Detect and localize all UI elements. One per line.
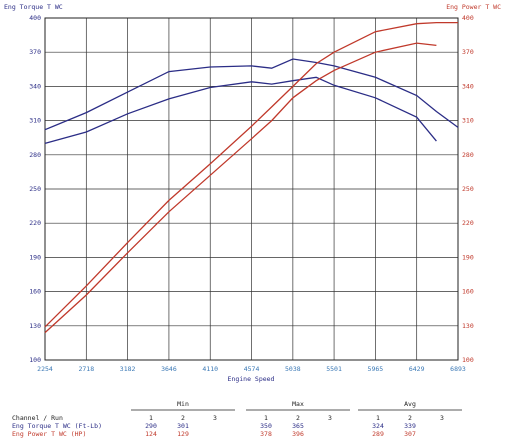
table-run: 1 xyxy=(376,414,380,422)
y-tick-label: 250 xyxy=(29,185,41,193)
table-group-header: Avg xyxy=(404,400,416,408)
table-cell: 289 xyxy=(372,430,384,438)
table-run: 1 xyxy=(149,414,153,422)
table-cell: 339 xyxy=(404,422,416,430)
table-header: Channel / Run xyxy=(12,414,63,422)
x-tick-label: 6893 xyxy=(450,365,466,373)
y-tick-label: 370 xyxy=(29,48,41,56)
x-tick-label: 3182 xyxy=(120,365,136,373)
y-tick-label: 340 xyxy=(29,82,41,90)
y2-tick-label: 400 xyxy=(462,14,474,22)
y-tick-label: 190 xyxy=(29,253,41,261)
table-run: 2 xyxy=(181,414,185,422)
table-run: 2 xyxy=(296,414,300,422)
y2-tick-label: 370 xyxy=(462,48,474,56)
table-cell: 301 xyxy=(177,422,189,430)
y2-tick-label: 100 xyxy=(462,356,474,364)
y2-axis-title: Eng Power T WC xyxy=(446,3,501,11)
y2-tick-label: 130 xyxy=(462,322,474,330)
data-line xyxy=(44,58,459,131)
table-run: 2 xyxy=(408,414,412,422)
y2-tick-label: 160 xyxy=(462,288,474,296)
y2-tick-label: 280 xyxy=(462,151,474,159)
y-tick-label: 100 xyxy=(29,356,41,364)
y2-tick-label: 250 xyxy=(462,185,474,193)
table-group-header: Max xyxy=(292,400,304,408)
table-cell: 324 xyxy=(372,422,384,430)
plot-frame xyxy=(44,17,459,361)
table-cell: 396 xyxy=(292,430,304,438)
x-axis-title: Engine Speed xyxy=(228,375,275,383)
y-tick-label: 310 xyxy=(29,117,41,125)
table-cell: 129 xyxy=(177,430,189,438)
data-line xyxy=(44,76,437,145)
y-axis-title: Eng Torque T WC xyxy=(4,3,63,11)
x-tick-label: 4110 xyxy=(202,365,218,373)
table-run: 3 xyxy=(328,414,332,422)
table-cell: 378 xyxy=(260,430,272,438)
table-run: 3 xyxy=(213,414,217,422)
table-cell: 290 xyxy=(145,422,157,430)
x-tick-label: 5501 xyxy=(326,365,342,373)
x-tick-label: 3646 xyxy=(161,365,177,373)
x-tick-label: 2718 xyxy=(78,365,94,373)
table-row-label: Eng Torque T WC (Ft-Lb) xyxy=(12,422,102,430)
table-row-label: Eng Power T WC (HP) xyxy=(12,430,86,438)
data-line xyxy=(44,21,458,328)
y2-tick-label: 190 xyxy=(462,253,474,261)
table-cell: 307 xyxy=(404,430,416,438)
y2-tick-label: 220 xyxy=(462,219,474,227)
table-group-header: Min xyxy=(177,400,189,408)
table-cell: 350 xyxy=(260,422,272,430)
data-line xyxy=(44,42,437,334)
x-tick-label: 4574 xyxy=(244,365,260,373)
x-tick-label: 5038 xyxy=(285,365,301,373)
x-tick-label: 5965 xyxy=(368,365,384,373)
y-tick-label: 400 xyxy=(29,14,41,22)
y-tick-label: 220 xyxy=(29,219,41,227)
table-cell: 124 xyxy=(145,430,157,438)
table-cell: 365 xyxy=(292,422,304,430)
table-run: 3 xyxy=(440,414,444,422)
y-tick-label: 130 xyxy=(29,322,41,330)
table-run: 1 xyxy=(264,414,268,422)
x-tick-label: 2254 xyxy=(37,365,53,373)
y2-tick-label: 340 xyxy=(462,82,474,90)
y-tick-label: 280 xyxy=(29,151,41,159)
y-tick-label: 160 xyxy=(29,288,41,296)
x-tick-label: 6429 xyxy=(409,365,425,373)
y2-tick-label: 310 xyxy=(462,117,474,125)
